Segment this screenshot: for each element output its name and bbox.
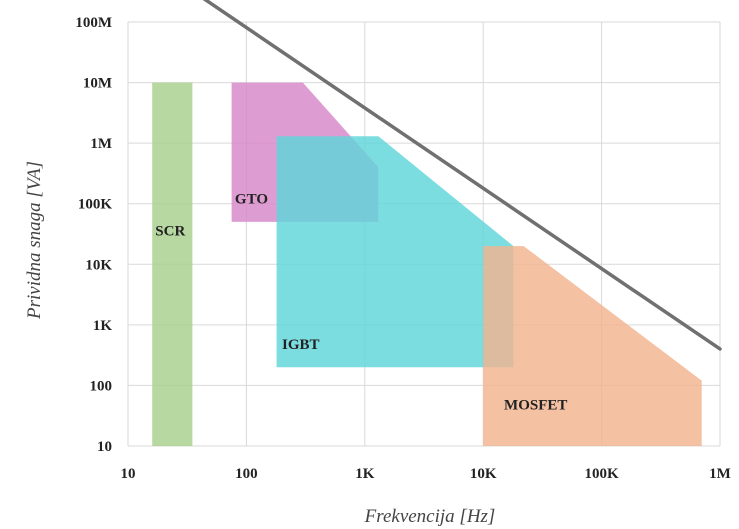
y-tick-label: 100M xyxy=(75,15,112,31)
x-tick-labels: 10 100 1K 10K 100K 1M xyxy=(121,466,731,482)
x-tick-label: 10K xyxy=(470,466,497,482)
y-tick-label: 100 xyxy=(90,378,113,394)
region-labels: SCR GTO IGBT MOSFET xyxy=(155,192,567,414)
region-scr xyxy=(152,82,193,446)
y-tick-labels: 10 100 1K 10K 100K 1M 10M 100M xyxy=(75,15,112,455)
region-label-gto: GTO xyxy=(235,192,268,208)
y-tick-label: 10M xyxy=(83,76,112,92)
y-tick-label: 10 xyxy=(97,439,112,455)
region-mosfet xyxy=(483,246,702,446)
region-igbt xyxy=(276,136,514,368)
x-tick-label: 1K xyxy=(355,466,375,482)
y-tick-label: 1M xyxy=(90,136,112,152)
grid xyxy=(127,21,721,447)
x-axis-title: Frekvencija [Hz] xyxy=(364,506,496,527)
device-regions xyxy=(152,82,702,446)
region-label-scr: SCR xyxy=(155,223,185,239)
boundary-line-group xyxy=(202,0,722,351)
x-tick-label: 1M xyxy=(709,466,731,482)
y-tick-label: 10K xyxy=(85,257,112,273)
region-label-mosfet: MOSFET xyxy=(504,398,567,414)
y-tick-label: 1K xyxy=(93,318,113,334)
x-tick-label: 10 xyxy=(121,466,136,482)
region-label-igbt: IGBT xyxy=(282,337,320,353)
y-tick-label: 100K xyxy=(78,197,113,213)
y-axis-title: Prividna snaga [VA] xyxy=(24,161,45,320)
x-tick-label: 100K xyxy=(585,466,620,482)
x-tick-label: 100 xyxy=(235,466,258,482)
boundary-line xyxy=(202,0,722,351)
